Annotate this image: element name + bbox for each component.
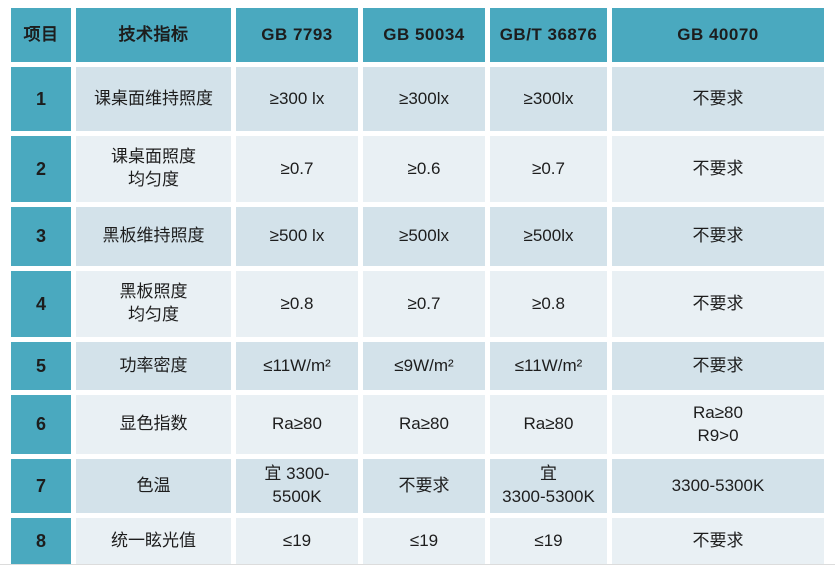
row-number-cell: 7 [11,459,71,513]
value-cell: ≥500lx [490,207,607,266]
value-cell: 不要求 [612,67,824,131]
value-cell: ≤19 [490,518,607,564]
value-cell: ≥0.8 [236,271,358,337]
row-number-cell: 5 [11,342,71,390]
value-cell: ≥0.7 [490,136,607,202]
header-cell-indicator: 技术指标 [76,8,231,62]
value-cell: 不要求 [612,518,824,564]
row-number-cell: 2 [11,136,71,202]
value-cell: ≥300 lx [236,67,358,131]
header-row: 项目 技术指标 GB 7793 GB 50034 GB/T 36876 GB 4… [11,8,824,62]
value-cell: 不要求 [612,271,824,337]
indicator-cell: 显色指数 [76,395,231,454]
table-row: 5 功率密度 ≤11W/m² ≤9W/m² ≤11W/m² 不要求 [11,342,824,390]
value-cell: 宜 3300-5500K [236,459,358,513]
header-cell-item: 项目 [11,8,71,62]
indicator-cell: 课桌面照度 均匀度 [76,136,231,202]
header-cell-gbt36876: GB/T 36876 [490,8,607,62]
value-cell: ≥500 lx [236,207,358,266]
standards-comparison-table: 项目 技术指标 GB 7793 GB 50034 GB/T 36876 GB 4… [6,3,829,569]
header-cell-gb40070: GB 40070 [612,8,824,62]
value-cell: 3300-5300K [612,459,824,513]
row-number-cell: 4 [11,271,71,337]
value-cell: ≥300lx [490,67,607,131]
indicator-cell: 黑板维持照度 [76,207,231,266]
value-cell: ≥0.7 [236,136,358,202]
value-cell: Ra≥80 [490,395,607,454]
row-number-cell: 6 [11,395,71,454]
value-cell: ≥0.8 [490,271,607,337]
value-cell: ≥0.7 [363,271,485,337]
table-row: 4 黑板照度 均匀度 ≥0.8 ≥0.7 ≥0.8 不要求 [11,271,824,337]
table-row: 3 黑板维持照度 ≥500 lx ≥500lx ≥500lx 不要求 [11,207,824,266]
value-cell: ≥300lx [363,67,485,131]
row-number-cell: 8 [11,518,71,564]
indicator-cell: 课桌面维持照度 [76,67,231,131]
table-header: 项目 技术指标 GB 7793 GB 50034 GB/T 36876 GB 4… [11,8,824,62]
value-cell: ≤11W/m² [490,342,607,390]
value-cell: ≥0.6 [363,136,485,202]
indicator-cell: 功率密度 [76,342,231,390]
value-cell: 不要求 [612,207,824,266]
value-cell: ≤9W/m² [363,342,485,390]
indicator-cell: 统一眩光值 [76,518,231,564]
value-cell: 不要求 [612,342,824,390]
value-cell: 不要求 [612,136,824,202]
table-row: 1 课桌面维持照度 ≥300 lx ≥300lx ≥300lx 不要求 [11,67,824,131]
header-cell-gb7793: GB 7793 [236,8,358,62]
value-cell: Ra≥80 R9>0 [612,395,824,454]
row-number-cell: 1 [11,67,71,131]
header-cell-gb50034: GB 50034 [363,8,485,62]
table-body: 1 课桌面维持照度 ≥300 lx ≥300lx ≥300lx 不要求 2 课桌面照度 均匀度… [11,67,824,564]
value-cell: ≤19 [363,518,485,564]
value-cell: 不要求 [363,459,485,513]
table-row: 6 显色指数 Ra≥80 Ra≥80 Ra≥80 Ra≥80 R9>0 [11,395,824,454]
table-row: 8 统一眩光值 ≤19 ≤19 ≤19 不要求 [11,518,824,564]
indicator-cell: 色温 [76,459,231,513]
indicator-cell: 黑板照度 均匀度 [76,271,231,337]
table-row: 7 色温宜 3300-5500K 不要求宜 3300-5300K 3300-5300K [11,459,824,513]
row-number-cell: 3 [11,207,71,266]
table-row: 2 课桌面照度 均匀度 ≥0.7 ≥0.6 ≥0.7 不要求 [11,136,824,202]
value-cell: 宜 3300-5300K [490,459,607,513]
value-cell: Ra≥80 [363,395,485,454]
value-cell: ≤19 [236,518,358,564]
value-cell: ≤11W/m² [236,342,358,390]
value-cell: Ra≥80 [236,395,358,454]
value-cell: ≥500lx [363,207,485,266]
